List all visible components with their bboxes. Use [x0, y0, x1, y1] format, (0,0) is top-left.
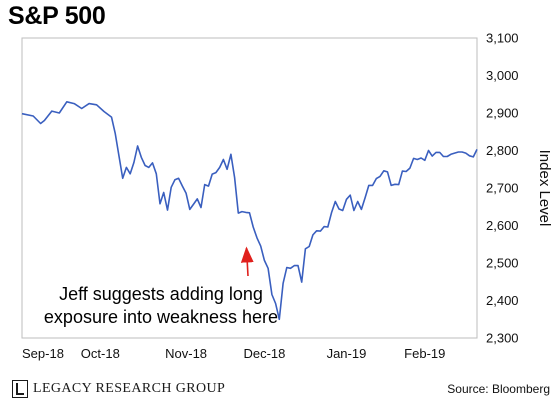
x-tick-label: Oct-18 [81, 346, 120, 361]
legacy-research-group-logo: LEGACY RESEARCH GROUP [12, 379, 225, 399]
x-tick-label: Dec-18 [243, 346, 285, 361]
annotation-line-1: Jeff suggests adding long [59, 284, 263, 304]
source-note: Source: Bloomberg [447, 382, 550, 396]
x-tick-label: Jan-19 [327, 346, 367, 361]
y-tick-label: 2,300 [486, 331, 519, 346]
y-tick-labels: 2,300 2,400 2,500 2,600 2,700 2,800 2,900 3,000… [486, 31, 519, 346]
x-tick-label: Feb-19 [404, 346, 445, 361]
y-tick-label: 3,000 [486, 68, 519, 83]
y-tick-label: 2,400 [486, 293, 519, 308]
x-tick-labels: Sep-18 Oct-18 Nov-18 Dec-18 Jan-19 Feb-19 [22, 346, 445, 361]
y-tick-label: 2,700 [486, 181, 519, 196]
annotation-arrow [240, 246, 254, 277]
y-tick-label: 2,500 [486, 256, 519, 271]
lrg-logo-icon [12, 380, 28, 398]
x-tick-label: Nov-18 [165, 346, 207, 361]
y-axis-label: Index Level [536, 150, 553, 227]
plot-area-frame [21, 37, 478, 339]
y-tick-label: 3,100 [486, 31, 519, 46]
y-tick-label: 2,800 [486, 143, 519, 158]
series-line-sp500 [21, 101, 478, 321]
chart-title: S&P 500 [8, 2, 106, 30]
y-tick-label: 2,900 [486, 106, 519, 121]
annotation-line-2: exposure into weakness here [44, 307, 278, 327]
x-tick-label: Sep-18 [22, 346, 64, 361]
logo-text: LEGACY RESEARCH GROUP [33, 381, 226, 396]
y-tick-label: 2,600 [486, 218, 519, 233]
